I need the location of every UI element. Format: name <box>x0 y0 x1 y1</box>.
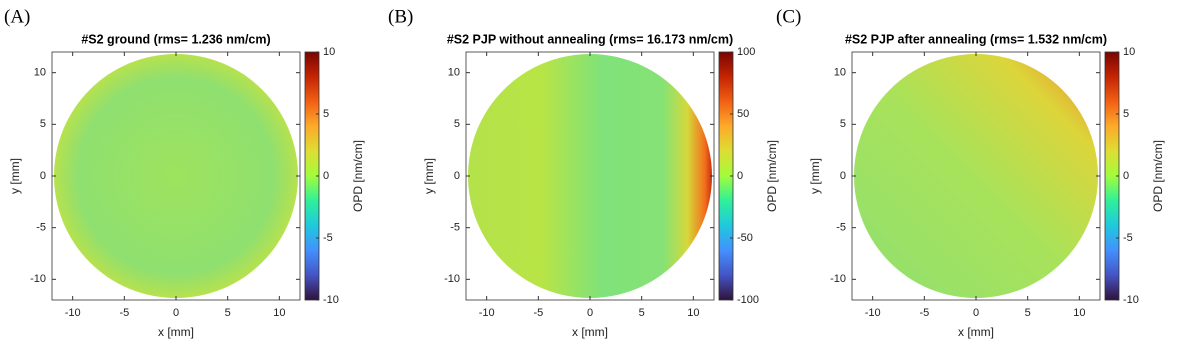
colorbar-tick-label: -50 <box>737 232 753 244</box>
y-tick-label: 0 <box>454 170 460 182</box>
colorbar-tick-label: 50 <box>737 108 749 120</box>
y-tick-label: -5 <box>836 222 846 234</box>
y-tick-label: -10 <box>830 273 846 285</box>
panel-label: (B) <box>388 6 413 27</box>
y-tick-label: -5 <box>450 222 460 234</box>
chart-title: #S2 ground (rms= 1.236 nm/cm) <box>81 32 270 46</box>
colorbar-label: OPD [nm/cm] <box>351 140 365 212</box>
x-tick-label: -5 <box>533 307 543 319</box>
x-tick-label: -10 <box>865 307 881 319</box>
opd-map <box>854 54 1098 298</box>
colorbar-tick-label: 0 <box>323 170 329 182</box>
y-tick-label: 5 <box>40 118 46 130</box>
colorbar-tick-label: 5 <box>323 108 329 120</box>
x-tick-label: 0 <box>173 307 179 319</box>
y-tick-label: 10 <box>34 67 46 79</box>
x-tick-label: -10 <box>479 307 495 319</box>
y-tick-label: -5 <box>36 222 46 234</box>
y-tick-label: 10 <box>448 67 460 79</box>
chart-title: #S2 PJP without annealing (rms= 16.173 n… <box>447 32 733 46</box>
colorbar-tick-label: 0 <box>1123 170 1129 182</box>
x-tick-label: -5 <box>919 307 929 319</box>
colorbar-tick-label: -10 <box>1123 294 1139 306</box>
x-tick-label: 0 <box>973 307 979 319</box>
x-tick-label: 10 <box>273 307 285 319</box>
colorbar-tick-label: 100 <box>737 46 755 58</box>
y-tick-label: 5 <box>454 118 460 130</box>
opd-map <box>54 54 298 298</box>
x-tick-label: 5 <box>1025 307 1031 319</box>
x-tick-label: 5 <box>639 307 645 319</box>
colorbar-tick-label: -5 <box>323 232 333 244</box>
chart-title: #S2 PJP after annealing (rms= 1.532 nm/c… <box>845 32 1107 46</box>
y-tick-label: -10 <box>30 273 46 285</box>
y-axis-label: y [mm] <box>8 158 22 194</box>
x-tick-label: -5 <box>119 307 129 319</box>
x-tick-label: 5 <box>225 307 231 319</box>
colorbar-tick-label: 10 <box>323 46 335 58</box>
colorbar-tick-label: -10 <box>323 294 339 306</box>
y-axis-label: y [mm] <box>808 158 822 194</box>
colorbar-tick-label: 0 <box>737 170 743 182</box>
opd-map <box>468 54 712 298</box>
y-tick-label: 0 <box>840 170 846 182</box>
y-tick-label: -10 <box>444 273 460 285</box>
x-tick-label: 10 <box>1073 307 1085 319</box>
y-tick-label: 0 <box>40 170 46 182</box>
colorbar-tick-label: -100 <box>737 294 759 306</box>
y-tick-label: 10 <box>834 67 846 79</box>
y-tick-label: 5 <box>840 118 846 130</box>
panel-label: (A) <box>4 6 30 27</box>
x-tick-label: 10 <box>687 307 699 319</box>
colorbar-label: OPD [nm/cm] <box>765 140 779 212</box>
x-axis-label: x [mm] <box>158 325 194 339</box>
x-tick-label: 0 <box>587 307 593 319</box>
colorbar-label: OPD [nm/cm] <box>1151 140 1165 212</box>
x-axis-label: x [mm] <box>958 325 994 339</box>
x-axis-label: x [mm] <box>572 325 608 339</box>
colorbar-tick-label: 5 <box>1123 108 1129 120</box>
colorbar-tick-label: 10 <box>1123 46 1135 58</box>
panel-label: (C) <box>776 6 801 27</box>
y-axis-label: y [mm] <box>422 158 436 194</box>
colorbar-tick-label: -5 <box>1123 232 1133 244</box>
x-tick-label: -10 <box>65 307 81 319</box>
